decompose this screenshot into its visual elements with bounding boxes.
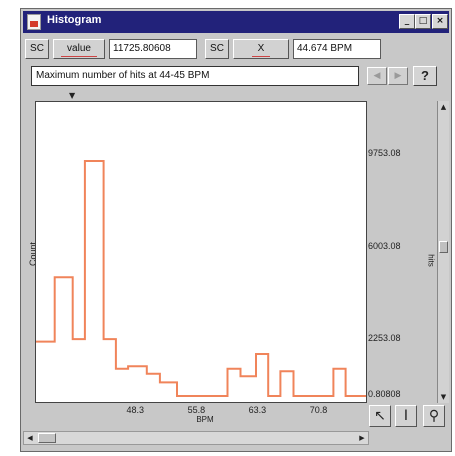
close-button[interactable]: ×: [432, 14, 448, 29]
histogram-panel: ▼ Count 9753.08 6003.08 2253.08 0.80808 hit…: [21, 89, 453, 429]
y-axis-panel: 9753.08 6003.08 2253.08 0.80808 hits ▲ ▼: [367, 101, 453, 403]
status-message: Maximum number of hits at 44-45 BPM: [31, 66, 359, 86]
title-bar[interactable]: Histogram _ □ ×: [23, 11, 449, 33]
scroll-left-arrow-icon[interactable]: ◀: [27, 434, 33, 442]
pointer-tool-icon[interactable]: ↖: [369, 405, 391, 427]
histogram-window: Histogram _ □ × SC value 11725.80608 SC …: [20, 8, 452, 452]
y-tick-label-0: 9753.08: [368, 147, 401, 158]
window-title: Histogram: [47, 14, 102, 26]
y-tick-label-2: 2253.08: [368, 333, 401, 344]
x-field[interactable]: 44.674 BPM: [293, 39, 381, 59]
help-button[interactable]: ?: [413, 66, 437, 86]
minimize-button[interactable]: _: [399, 14, 415, 29]
value-button-label: value: [61, 42, 97, 57]
scroll-down-arrow-icon[interactable]: ▼: [440, 393, 447, 401]
x-button[interactable]: X: [233, 39, 289, 59]
x-axis: 48.3 55.8 63.3 70.8 BPM: [35, 403, 367, 429]
x-axis-label: BPM: [196, 415, 214, 424]
sc-button-x[interactable]: SC: [205, 39, 229, 59]
sc-button-value[interactable]: SC: [25, 39, 49, 59]
plot-area[interactable]: [35, 101, 367, 403]
maximize-button[interactable]: □: [415, 14, 431, 29]
y-tick-label-3: 0.80808: [368, 388, 401, 399]
histogram-series-line: [36, 160, 366, 397]
x-tick-label-3: 70.8: [309, 405, 328, 415]
x-tick-label-0: 48.3: [126, 405, 144, 415]
vertical-scrollbar[interactable]: ▲ ▼: [437, 101, 449, 403]
y-tick-label-1: 6003.08: [368, 240, 401, 251]
text-cursor-tool-icon[interactable]: I: [395, 405, 417, 427]
x-tick-label-1: 55.8: [187, 405, 206, 415]
vertical-scroll-thumb[interactable]: [439, 241, 448, 253]
scroll-right-arrow-icon[interactable]: ▶: [359, 434, 365, 442]
horizontal-scrollbar[interactable]: ◀ ▶: [23, 431, 369, 445]
horizontal-scroll-thumb[interactable]: [38, 433, 56, 443]
readout-toolbar: SC value 11725.80608 SC X 44.674 BPM: [21, 39, 453, 61]
marker-caret-icon[interactable]: ▼: [69, 91, 76, 100]
histogram-chart: [36, 160, 366, 397]
value-field[interactable]: 11725.80608: [109, 39, 197, 59]
message-row: Maximum number of hits at 44-45 BPM ◀ ▶ …: [21, 64, 453, 88]
x-tick-label-2: 63.3: [248, 405, 267, 415]
x-button-label: X: [251, 42, 271, 57]
right-axis-label: hits: [426, 254, 436, 267]
prev-button[interactable]: ◀: [367, 67, 387, 85]
zoom-tool-icon[interactable]: ⚲: [423, 405, 445, 427]
tool-palette: ↖ I ⚲: [367, 403, 453, 431]
next-button[interactable]: ▶: [388, 67, 408, 85]
app-icon: [27, 14, 41, 30]
scroll-up-arrow-icon[interactable]: ▲: [440, 103, 447, 111]
value-button[interactable]: value: [53, 39, 105, 59]
